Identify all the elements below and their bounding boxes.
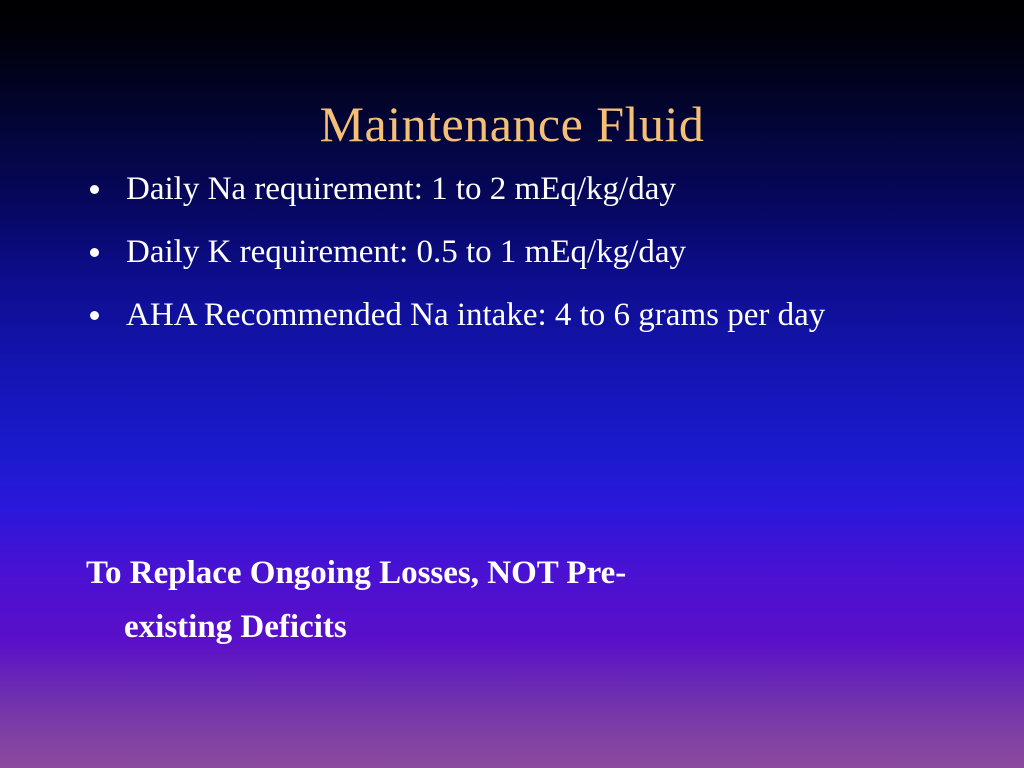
closing-statement-line-2: existing Deficits [124, 609, 347, 645]
list-item: AHA Recommended Na intake: 4 to 6 grams … [84, 288, 964, 342]
list-item: Daily K requirement: 0.5 to 1 mEq/kg/day [84, 225, 964, 279]
closing-statement: To Replace Ongoing Losses, NOT Pre- exis… [86, 546, 876, 654]
bullet-text: Daily K requirement: 0.5 to 1 mEq/kg/day [126, 234, 686, 270]
closing-statement-line-1: To Replace Ongoing Losses, NOT Pre- [86, 555, 627, 591]
bullet-text: Daily Na requirement: 1 to 2 mEq/kg/day [126, 171, 676, 207]
slide-title: Maintenance Fluid [319, 95, 705, 152]
bullet-dot-icon [90, 185, 99, 194]
bullet-dot-icon [90, 311, 99, 320]
bullet-text: AHA Recommended Na intake: 4 to 6 grams … [126, 297, 826, 333]
bullet-list: Daily Na requirement: 1 to 2 mEq/kg/day … [84, 162, 964, 351]
bullet-dot-icon [90, 248, 99, 257]
list-item: Daily Na requirement: 1 to 2 mEq/kg/day [84, 162, 964, 216]
